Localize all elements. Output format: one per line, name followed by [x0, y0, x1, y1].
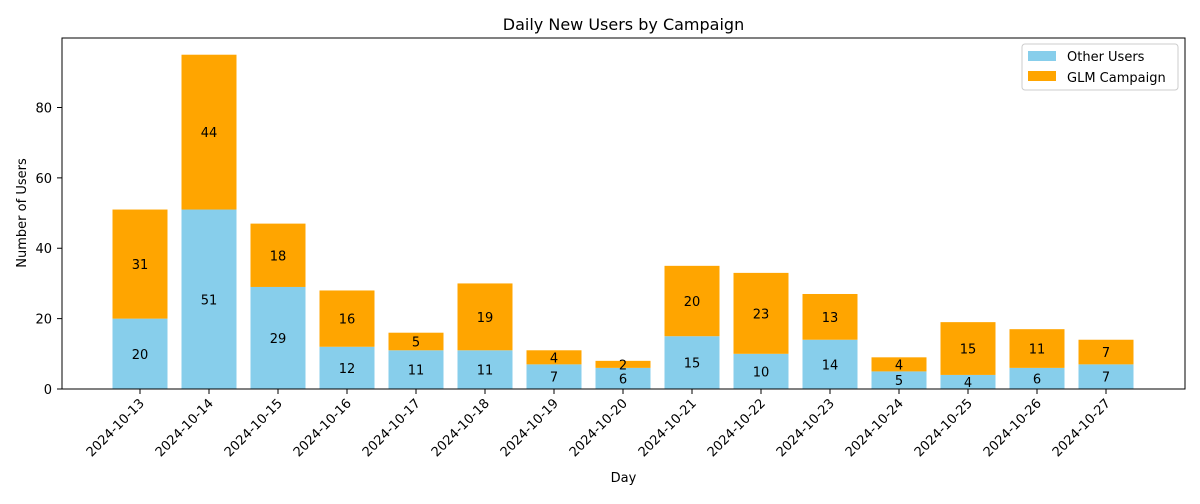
x-tick-label: 2024-10-21: [636, 396, 700, 460]
data-label: 7: [550, 371, 558, 386]
data-label: 14: [822, 358, 839, 373]
bar-other-users: [1078, 364, 1134, 389]
bar-glm-campaign: [1078, 339, 1134, 365]
x-tick-label: 2024-10-14: [153, 396, 217, 460]
data-label: 13: [822, 311, 839, 326]
x-tick-label: 2024-10-19: [498, 396, 562, 460]
data-label: 29: [270, 332, 287, 347]
bar-glm-campaign: [457, 283, 513, 351]
y-tick-label: 60: [35, 172, 52, 187]
y-tick-label: 40: [35, 242, 52, 257]
bar-glm-campaign: [802, 293, 858, 340]
bar-glm-campaign: [526, 350, 582, 365]
data-label: 10: [753, 365, 770, 380]
x-tick-label: 2024-10-17: [360, 396, 424, 460]
data-label: 20: [132, 348, 149, 363]
bar-other-users: [733, 353, 789, 389]
data-label: 15: [960, 343, 977, 358]
x-tick-label: 2024-10-16: [291, 396, 355, 460]
data-label: 4: [964, 376, 972, 391]
data-label: 4: [550, 351, 558, 366]
plot-frame: [61, 37, 1186, 390]
bar-other-users: [940, 374, 996, 389]
bar-glm-campaign: [595, 360, 651, 368]
x-tick-label: 2024-10-13: [84, 396, 148, 460]
bar-glm-campaign: [733, 272, 789, 354]
x-tick-label: 2024-10-18: [429, 396, 493, 460]
data-label: 44: [201, 126, 218, 141]
bar-glm-campaign: [319, 290, 375, 347]
data-label: 31: [132, 258, 149, 273]
data-label: 16: [339, 313, 356, 328]
bar-other-users: [1009, 367, 1065, 389]
bar-other-users: [871, 371, 927, 389]
bar-glm-campaign: [112, 209, 168, 319]
data-label: 12: [339, 362, 356, 377]
bar-other-users: [802, 339, 858, 389]
y-axis-label: Number of Users: [15, 158, 30, 268]
bar-glm-campaign: [664, 265, 720, 337]
data-label: 6: [619, 372, 627, 387]
data-label: 51: [201, 293, 218, 308]
bar-glm-campaign: [940, 322, 996, 375]
data-label: 7: [1102, 346, 1110, 361]
data-label: 5: [412, 335, 420, 350]
legend-label-other-users: Other Users: [1067, 50, 1145, 65]
bar-other-users: [595, 367, 651, 389]
bar-other-users: [250, 286, 306, 389]
bar-other-users: [319, 346, 375, 389]
data-label: 15: [684, 357, 701, 372]
data-label: 11: [477, 364, 494, 379]
bar-glm-campaign: [250, 223, 306, 287]
x-tick-label: 2024-10-25: [912, 396, 976, 460]
bar-glm-campaign: [181, 54, 237, 210]
x-tick-label: 2024-10-24: [843, 396, 907, 460]
data-label: 7: [1102, 371, 1110, 386]
data-label: 11: [408, 364, 425, 379]
x-axis-label: Day: [611, 471, 637, 486]
y-tick-label: 20: [35, 313, 52, 328]
x-tick-label: 2024-10-26: [981, 396, 1045, 460]
chart-title: Daily New Users by Campaign: [503, 15, 744, 34]
x-tick-label: 2024-10-15: [222, 396, 286, 460]
x-tick-label: 2024-10-20: [567, 396, 631, 460]
bar-other-users: [181, 209, 237, 389]
bar-glm-campaign: [1009, 329, 1065, 368]
data-label: 4: [895, 358, 903, 373]
bar-other-users: [526, 364, 582, 389]
y-tick-label: 0: [44, 383, 52, 398]
data-label: 20: [684, 295, 701, 310]
x-tick-label: 2024-10-22: [705, 396, 769, 460]
legend-swatch-other-users: [1028, 51, 1056, 61]
data-label: 23: [753, 307, 770, 322]
bar-other-users: [457, 350, 513, 389]
legend-label-glm-campaign: GLM Campaign: [1067, 71, 1166, 86]
bar-glm-campaign: [871, 357, 927, 372]
data-label: 11: [1029, 343, 1046, 358]
data-label: 6: [1033, 372, 1041, 387]
bar-other-users: [664, 336, 720, 389]
legend: Other Users GLM Campaign: [1021, 43, 1179, 91]
data-label: 19: [477, 311, 494, 326]
x-tick-label: 2024-10-27: [1050, 396, 1114, 460]
data-label: 5: [895, 374, 903, 389]
bar-other-users: [112, 318, 168, 389]
bar-other-users: [388, 350, 444, 389]
x-tick-label: 2024-10-23: [774, 396, 838, 460]
y-tick-label: 80: [35, 101, 52, 116]
legend-swatch-glm-campaign: [1028, 71, 1056, 81]
data-label: 18: [270, 249, 287, 264]
bar-glm-campaign: [388, 332, 444, 351]
data-label: 2: [619, 358, 627, 373]
